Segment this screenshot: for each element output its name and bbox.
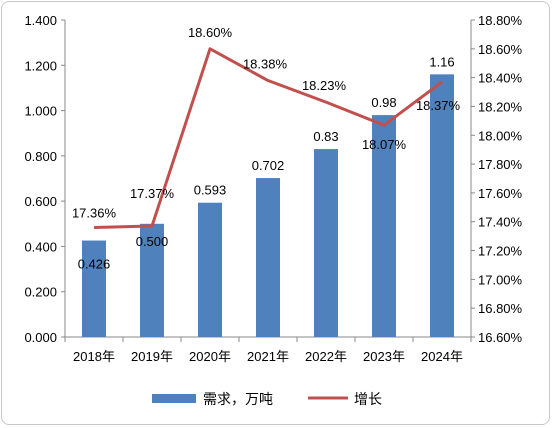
legend-line-label: 增长	[354, 391, 382, 407]
right-axis-tick-label: 16.60%	[478, 330, 523, 345]
bar	[372, 115, 396, 337]
right-axis-tick-label: 18.40%	[478, 71, 523, 86]
left-axis-tick-label: 1.200	[24, 58, 57, 73]
line-path	[93, 47, 443, 229]
bar-data-label: 1.16	[429, 54, 454, 69]
right-axis-tick-label: 18.60%	[478, 42, 523, 57]
bar-data-label: 0.98	[371, 95, 396, 110]
right-axis-tick-label: 17.80%	[478, 157, 523, 172]
line-data-label: 17.37%	[130, 186, 175, 201]
line-data-label: 18.07%	[362, 137, 407, 152]
left-axis-tick-label: 1.000	[24, 104, 57, 119]
right-axis-tick-label: 17.00%	[478, 272, 523, 287]
bar	[198, 202, 222, 337]
bar-data-label: 0.83	[313, 129, 338, 144]
right-axis-tick-label: 17.20%	[478, 244, 523, 259]
x-axis: 2018年 2019年 2020年 2021年 2022年 2023年 2024年	[64, 336, 472, 364]
x-axis-tick-label: 2018年	[73, 349, 115, 364]
right-axis-tick-label: 16.80%	[478, 301, 523, 316]
line-data-label: 17.36%	[72, 205, 117, 220]
right-axis-tick-label: 17.40%	[478, 215, 523, 230]
line-data-label: 18.37%	[416, 98, 461, 113]
line-data-label: 18.60%	[188, 25, 233, 40]
bar	[256, 178, 280, 337]
bar-data-labels: 0.426 0.500 0.593 0.702 0.83 0.98 1.16	[78, 54, 455, 271]
left-axis: 0.000 0.200 0.400 0.600 0.800 1.000 1.200 1.400	[24, 13, 66, 345]
x-axis-tick-label: 2024年	[421, 349, 463, 364]
left-axis-tick-label: 0.400	[24, 239, 57, 254]
x-axis-tick-label: 2019年	[131, 349, 173, 364]
x-axis-tick-label: 2023年	[363, 349, 405, 364]
left-axis-tick-label: 0.600	[24, 194, 57, 209]
right-axis-tick-label: 18.20%	[478, 99, 523, 114]
legend-bar-swatch	[152, 394, 196, 403]
right-axis-tick-label: 18.80%	[478, 13, 523, 28]
legend-bar-label: 需求，万吨	[203, 391, 273, 407]
x-axis-tick-label: 2022年	[305, 349, 347, 364]
left-axis-tick-label: 0.800	[24, 149, 57, 164]
bar-data-label: 0.593	[194, 183, 227, 198]
right-axis-tick-label: 17.60%	[478, 186, 523, 201]
line-data-label: 18.38%	[243, 57, 288, 72]
bar	[430, 74, 454, 337]
right-axis: 16.60% 16.80% 17.00% 17.20% 17.40% 17.60% 17.8…	[470, 13, 523, 345]
left-axis-tick-label: 0.200	[24, 285, 57, 300]
right-axis-tick-label: 18.00%	[478, 128, 523, 143]
x-axis-tick-label: 2020年	[189, 349, 231, 364]
line-data-label: 18.23%	[302, 78, 347, 93]
bar-series	[82, 74, 454, 337]
line-data-labels: 17.36% 17.37% 18.60% 18.38% 18.23% 18.07% 18.3…	[72, 25, 461, 221]
bar-data-label: 0.500	[136, 234, 169, 249]
bar-data-label: 0.426	[78, 257, 111, 272]
bar	[314, 149, 338, 337]
bar-data-label: 0.702	[252, 158, 285, 173]
left-axis-tick-label: 1.400	[24, 13, 57, 28]
legend: 需求，万吨 增长	[152, 391, 382, 407]
bar	[140, 223, 164, 337]
bar	[82, 240, 106, 337]
left-axis-tick-label: 0.000	[24, 330, 57, 345]
line-series	[93, 47, 443, 229]
x-axis-tick-label: 2021年	[247, 349, 289, 364]
